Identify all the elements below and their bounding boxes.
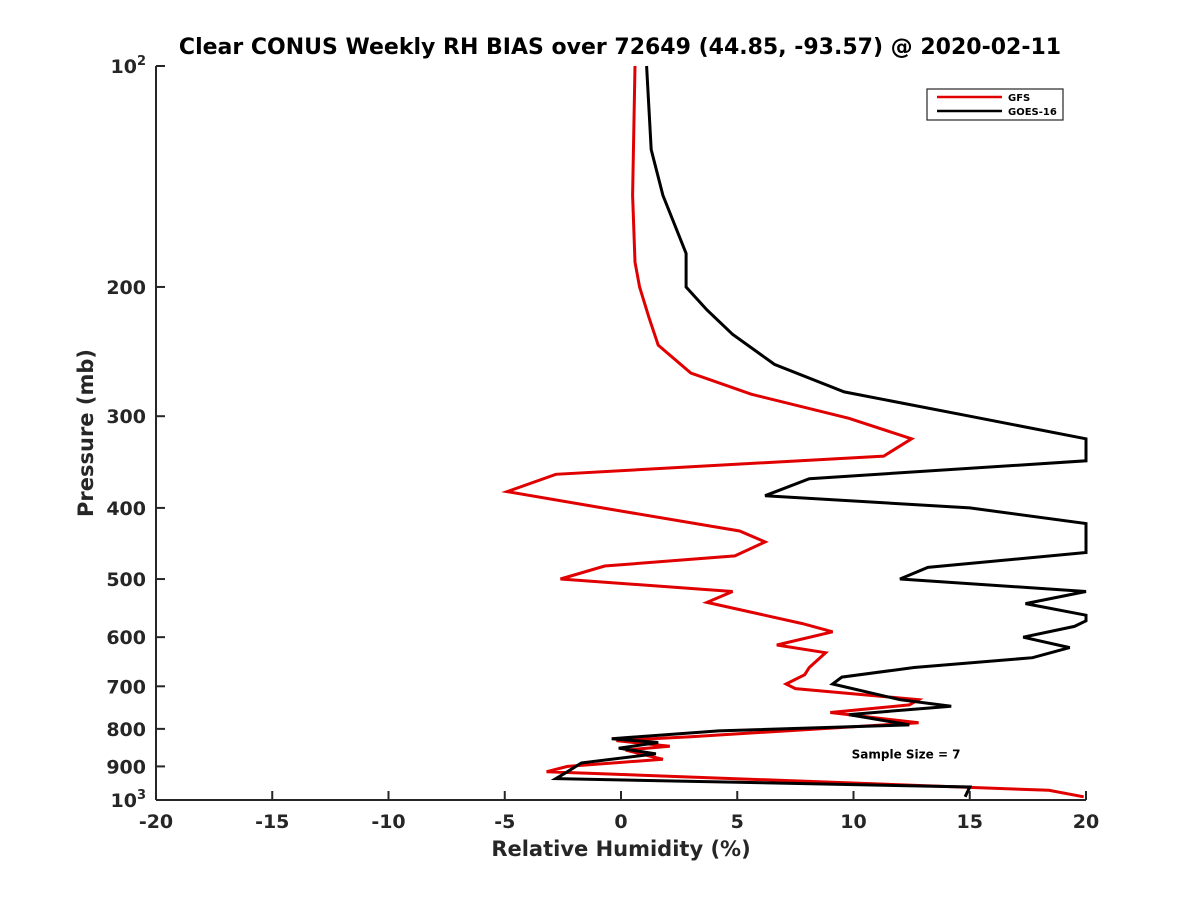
x-tick-label: -10 [371,811,405,833]
x-tick-label: -5 [494,811,515,833]
x-tick-label: 10 [840,811,866,833]
series-line-gfs [501,65,1084,799]
y-tick-label: 400 [106,498,146,520]
y-tick-label: 102 [111,54,147,78]
sample-size-annotation: Sample Size = 7 [852,747,961,761]
legend-label-gfs: GFS [1008,93,1030,104]
x-axis-label: Relative Humidity (%) [491,837,750,861]
y-tick-label: 300 [106,406,146,428]
y-tick-label: 900 [106,756,146,778]
x-axis-ticks: -20 -15 -10 -5 0 5 10 15 20 [139,791,1099,833]
chart-legend: GFS GOES-16 [926,88,1064,121]
y-tick-label: 500 [106,569,146,591]
y-tick-label: 103 [111,788,147,812]
x-tick-label: 5 [731,811,744,833]
plot-area [501,65,1088,799]
legend-box [926,88,1064,121]
y-tick-label: 800 [106,719,146,741]
x-tick-label: 15 [957,811,983,833]
y-axis-ticks: 102 200 300 400 500 600 700 800 900 103 [106,54,165,812]
x-tick-label: -20 [139,811,173,833]
chart-title: Clear CONUS Weekly RH BIAS over 72649 (4… [179,35,1061,60]
x-tick-label: -15 [255,811,289,833]
x-tick-label: 20 [1073,811,1099,833]
y-axis-label: Pressure (mb) [74,349,98,517]
y-tick-label: 600 [106,627,146,649]
legend-label-goes16: GOES-16 [1008,107,1057,118]
y-tick-label: 200 [106,277,146,299]
series-line-goes16 [550,65,1088,798]
plot-frame [156,66,1086,800]
x-tick-label: 0 [614,811,627,833]
y-tick-label: 700 [106,676,146,698]
